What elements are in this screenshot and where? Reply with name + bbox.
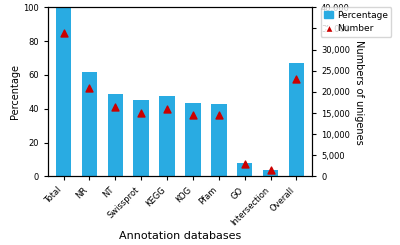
Y-axis label: Percentage: Percentage [10,64,20,119]
Bar [134,100,149,176]
Y-axis label: Numbers of unigenes: Numbers of unigenes [354,39,364,144]
Bar [56,8,71,176]
Bar [82,72,97,176]
Point [138,111,144,115]
Point [164,107,170,111]
Point [293,77,300,81]
Point [216,113,222,117]
Bar [289,63,304,176]
Bar [263,170,278,176]
Bar [185,103,201,176]
X-axis label: Annotation databases: Annotation databases [119,232,241,242]
Point [112,105,118,109]
Bar [108,94,123,176]
Point [190,113,196,117]
Point [242,162,248,166]
Bar [159,96,175,176]
Bar [211,104,226,176]
Point [86,86,93,90]
Point [60,31,67,35]
Legend: Percentage, Number: Percentage, Number [321,7,392,37]
Bar [237,163,252,176]
Point [267,168,274,172]
